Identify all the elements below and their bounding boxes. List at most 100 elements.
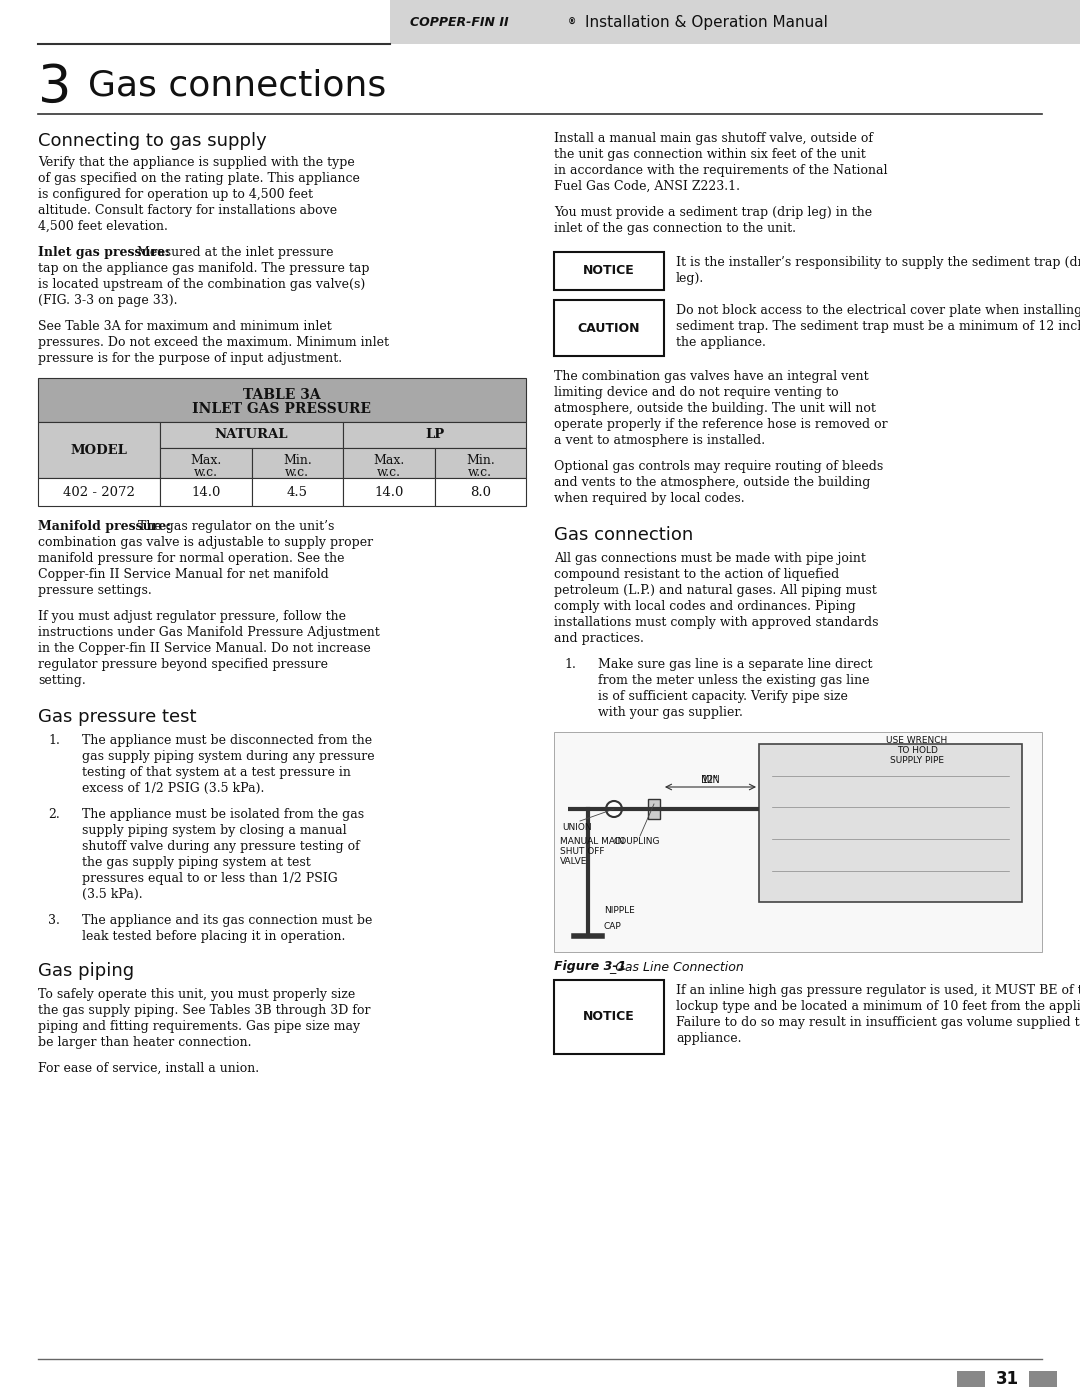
Text: See Table 3A for maximum and minimum inlet: See Table 3A for maximum and minimum inl… — [38, 320, 332, 332]
Text: 2.: 2. — [49, 807, 60, 821]
Text: appliance.: appliance. — [676, 1032, 742, 1045]
Bar — [957, 1370, 985, 1387]
Text: COPPER-FIN II: COPPER-FIN II — [410, 15, 509, 28]
Text: operate properly if the reference hose is removed or: operate properly if the reference hose i… — [554, 418, 888, 432]
Bar — [434, 478, 526, 506]
Bar — [759, 745, 1023, 902]
Text: pressure is for the purpose of input adjustment.: pressure is for the purpose of input adj… — [38, 352, 342, 365]
Text: the gas supply piping system at test: the gas supply piping system at test — [82, 856, 311, 869]
Text: Connecting to gas supply: Connecting to gas supply — [38, 131, 267, 149]
Text: atmosphere, outside the building. The unit will not: atmosphere, outside the building. The un… — [554, 402, 876, 415]
Text: comply with local codes and ordinances. Piping: comply with local codes and ordinances. … — [554, 599, 855, 613]
Text: Inlet gas pressure:: Inlet gas pressure: — [38, 246, 170, 258]
Text: LP: LP — [424, 429, 444, 441]
Text: To safely operate this unit, you must properly size: To safely operate this unit, you must pr… — [38, 988, 355, 1002]
Text: be larger than heater connection.: be larger than heater connection. — [38, 1037, 252, 1049]
Text: TO HOLD: TO HOLD — [896, 746, 937, 754]
Bar — [390, 0, 1080, 43]
Text: w.c.: w.c. — [469, 467, 492, 479]
Text: the gas supply piping. See Tables 3B through 3D for: the gas supply piping. See Tables 3B thr… — [38, 1004, 370, 1017]
Text: 8.0: 8.0 — [470, 486, 490, 499]
Text: when required by local codes.: when required by local codes. — [554, 492, 744, 504]
Text: Manifold pressure:: Manifold pressure: — [38, 520, 171, 534]
Bar — [252, 478, 343, 506]
Text: Do not block access to the electrical cover plate when installing the: Do not block access to the electrical co… — [676, 305, 1080, 317]
Text: Make sure gas line is a separate line direct: Make sure gas line is a separate line di… — [598, 658, 873, 671]
Text: 1.: 1. — [564, 658, 576, 671]
Text: Max.: Max. — [190, 454, 221, 467]
Text: altitude. Consult factory for installations above: altitude. Consult factory for installati… — [38, 204, 337, 217]
Bar — [554, 732, 1042, 951]
Text: lockup type and be located a minimum of 10 feet from the appliance.: lockup type and be located a minimum of … — [676, 1000, 1080, 1013]
Text: sediment trap. The sediment trap must be a minimum of 12 inches from: sediment trap. The sediment trap must be… — [676, 320, 1080, 332]
Text: Gas pressure test: Gas pressure test — [38, 708, 197, 726]
Bar — [554, 251, 664, 291]
Text: All gas connections must be made with pipe joint: All gas connections must be made with pi… — [554, 552, 866, 564]
Text: MANUAL MAIN: MANUAL MAIN — [561, 837, 624, 847]
Text: in accordance with the requirements of the National: in accordance with the requirements of t… — [554, 163, 888, 177]
Text: (3.5 kPa).: (3.5 kPa). — [82, 888, 143, 901]
Text: pressures equal to or less than 1/2 PSIG: pressures equal to or less than 1/2 PSIG — [82, 872, 338, 886]
Text: Installation & Operation Manual: Installation & Operation Manual — [585, 14, 828, 29]
Text: 3: 3 — [38, 61, 71, 115]
Text: in the Copper-fin II Service Manual. Do not increase: in the Copper-fin II Service Manual. Do … — [38, 643, 370, 655]
Text: from the meter unless the existing gas line: from the meter unless the existing gas l… — [598, 673, 869, 687]
Text: 14.0: 14.0 — [191, 486, 220, 499]
Text: and vents to the atmosphere, outside the building: and vents to the atmosphere, outside the… — [554, 476, 870, 489]
Text: NOTICE: NOTICE — [583, 1010, 635, 1024]
Text: NOTICE: NOTICE — [583, 264, 635, 278]
Text: SUPPLY PIPE: SUPPLY PIPE — [890, 756, 944, 766]
Text: piping and fitting requirements. Gas pipe size may: piping and fitting requirements. Gas pip… — [38, 1020, 360, 1032]
Bar — [554, 300, 664, 356]
Text: For ease of service, install a union.: For ease of service, install a union. — [38, 1062, 259, 1076]
Text: w.c.: w.c. — [193, 467, 218, 479]
Text: You must provide a sediment trap (drip leg) in the: You must provide a sediment trap (drip l… — [554, 205, 873, 219]
Text: combination gas valve is adjustable to supply proper: combination gas valve is adjustable to s… — [38, 536, 373, 549]
Text: supply piping system by closing a manual: supply piping system by closing a manual — [82, 824, 347, 837]
Text: manifold pressure for normal operation. See the: manifold pressure for normal operation. … — [38, 552, 345, 564]
Text: UNION: UNION — [562, 823, 592, 833]
Text: Min.: Min. — [283, 454, 312, 467]
Text: and practices.: and practices. — [554, 631, 644, 645]
Text: 4,500 feet elevation.: 4,500 feet elevation. — [38, 219, 167, 233]
Text: Gas connections: Gas connections — [87, 68, 387, 102]
Text: Gas connection: Gas connection — [554, 527, 693, 543]
Text: testing of that system at a test pressure in: testing of that system at a test pressur… — [82, 766, 351, 780]
Text: ®: ® — [568, 18, 577, 27]
Text: is located upstream of the combination gas valve(s): is located upstream of the combination g… — [38, 278, 365, 291]
Text: leg).: leg). — [676, 272, 704, 285]
Text: Measured at the inlet pressure: Measured at the inlet pressure — [133, 246, 334, 258]
Text: The appliance must be disconnected from the: The appliance must be disconnected from … — [82, 733, 373, 747]
Text: Install a manual main gas shutoff valve, outside of: Install a manual main gas shutoff valve,… — [554, 131, 873, 145]
Text: 12": 12" — [702, 775, 719, 785]
Text: The gas regulator on the unit’s: The gas regulator on the unit’s — [134, 520, 335, 534]
Text: MODEL: MODEL — [70, 443, 127, 457]
Text: is configured for operation up to 4,500 feet: is configured for operation up to 4,500 … — [38, 189, 313, 201]
Text: Figure 3-1: Figure 3-1 — [554, 960, 626, 972]
Text: is of sufficient capacity. Verify pipe size: is of sufficient capacity. Verify pipe s… — [598, 690, 848, 703]
Bar — [434, 448, 526, 478]
Text: Max.: Max. — [373, 454, 404, 467]
Text: Copper-fin II Service Manual for net manifold: Copper-fin II Service Manual for net man… — [38, 569, 328, 581]
Text: compound resistant to the action of liquefied: compound resistant to the action of liqu… — [554, 569, 839, 581]
Text: NIPPLE: NIPPLE — [604, 907, 635, 915]
Text: the appliance.: the appliance. — [676, 337, 766, 349]
Text: INLET GAS PRESSURE: INLET GAS PRESSURE — [192, 402, 372, 416]
Text: Failure to do so may result in insufficient gas volume supplied to the: Failure to do so may result in insuffici… — [676, 1016, 1080, 1030]
Bar — [160, 448, 252, 478]
Text: The appliance must be isolated from the gas: The appliance must be isolated from the … — [82, 807, 364, 821]
Text: Min.: Min. — [465, 454, 495, 467]
Text: setting.: setting. — [38, 673, 85, 687]
Text: TABLE 3A: TABLE 3A — [243, 388, 321, 402]
Text: VALVE: VALVE — [561, 856, 588, 866]
Text: _Gas Line Connection: _Gas Line Connection — [609, 960, 744, 972]
Text: 31: 31 — [996, 1370, 1018, 1389]
Text: leak tested before placing it in operation.: leak tested before placing it in operati… — [82, 930, 346, 943]
Text: (FIG. 3-3 on page 33).: (FIG. 3-3 on page 33). — [38, 293, 177, 307]
Text: NATURAL: NATURAL — [215, 429, 288, 441]
Bar — [343, 422, 526, 448]
Text: COUPLING: COUPLING — [615, 837, 661, 847]
Text: gas supply piping system during any pressure: gas supply piping system during any pres… — [82, 750, 375, 763]
Text: If you must adjust regulator pressure, follow the: If you must adjust regulator pressure, f… — [38, 610, 346, 623]
Text: 4.5: 4.5 — [287, 486, 308, 499]
